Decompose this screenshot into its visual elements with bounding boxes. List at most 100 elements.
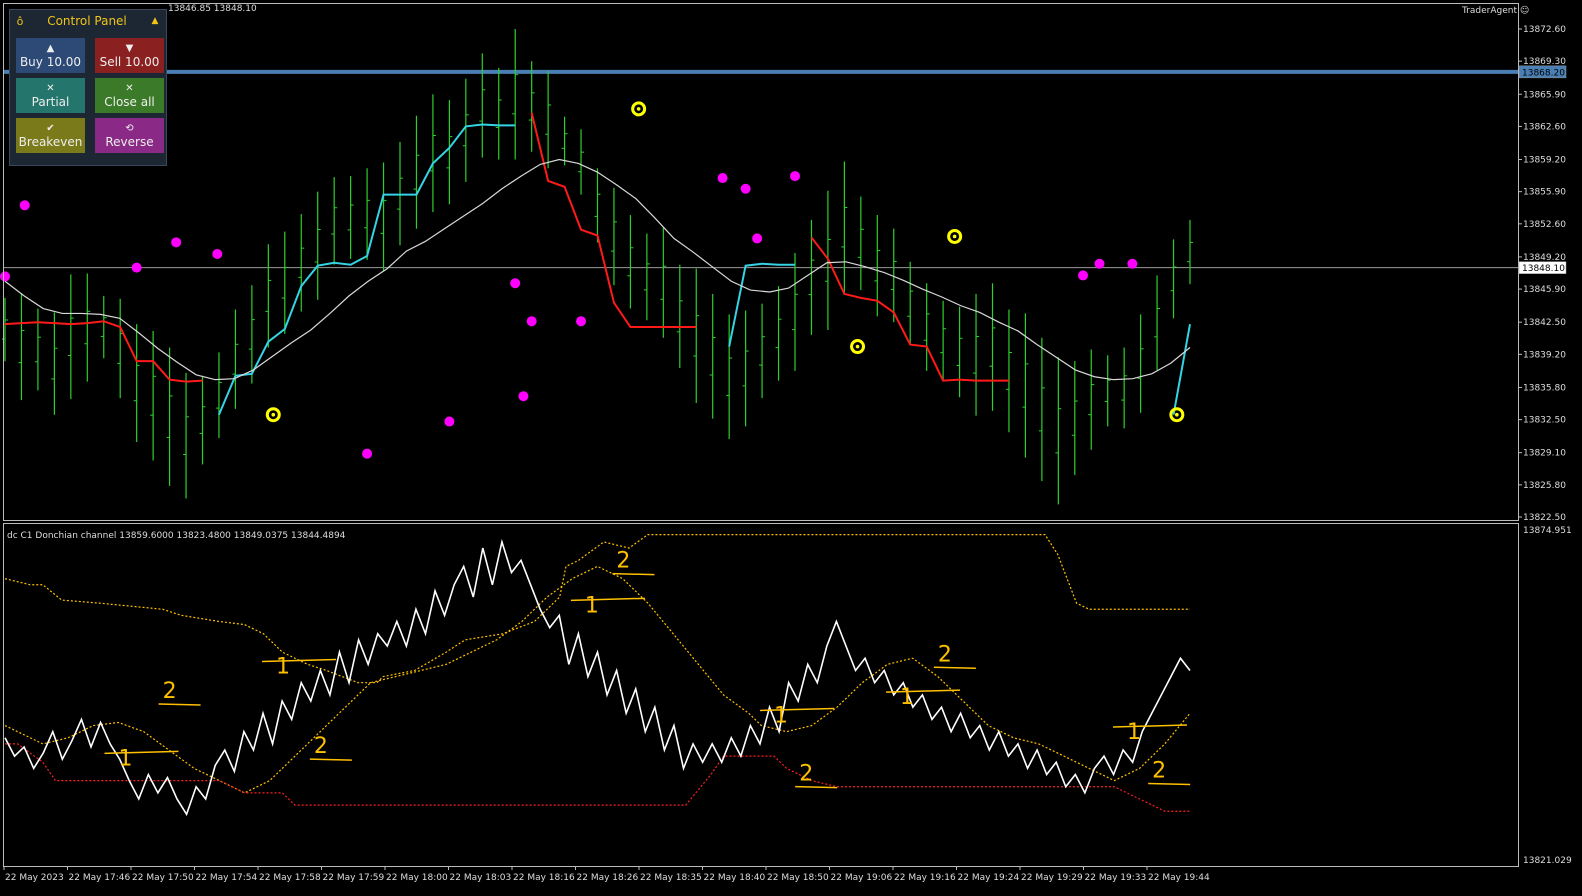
price-bar bbox=[429, 94, 436, 213]
signal-dot bbox=[19, 200, 30, 211]
signal-ring bbox=[850, 339, 866, 355]
price-bar bbox=[331, 177, 338, 265]
ring-outer bbox=[850, 339, 866, 355]
supertrend-up-line bbox=[218, 123, 1191, 416]
signal-dot bbox=[1094, 258, 1105, 269]
price-bar bbox=[874, 215, 881, 317]
price-bar bbox=[775, 286, 782, 381]
price-bar bbox=[34, 308, 41, 391]
price-box bbox=[1518, 65, 1567, 79]
annotation-stroke bbox=[570, 597, 645, 602]
price-bar bbox=[726, 314, 733, 440]
ring-center bbox=[855, 344, 860, 349]
price-bar bbox=[545, 70, 552, 169]
annotation-number: 1 bbox=[774, 703, 788, 728]
price-bar bbox=[281, 231, 288, 334]
signal-dot bbox=[444, 416, 455, 427]
price-bar bbox=[1005, 309, 1012, 433]
signal-ring bbox=[1169, 407, 1185, 423]
control-panel-header[interactable]: ô Control Panel ▲ bbox=[10, 10, 166, 32]
y-tick-label: 13845.90 bbox=[1523, 285, 1566, 295]
annotation-stroke bbox=[795, 785, 838, 789]
price-bar bbox=[1154, 275, 1161, 370]
y-tick-label: 13849.20 bbox=[1523, 253, 1566, 263]
y-tick-label: 13852.60 bbox=[1523, 220, 1566, 230]
annotation-stroke bbox=[158, 703, 201, 706]
annotation-number: 2 bbox=[314, 734, 328, 759]
ring-center bbox=[952, 234, 957, 239]
x-tick-label: 22 May 19:44 bbox=[1148, 873, 1210, 883]
price-bar bbox=[676, 264, 683, 368]
signal-dot bbox=[752, 233, 763, 244]
price-bar bbox=[1055, 357, 1062, 505]
ring-center bbox=[636, 107, 641, 111]
annotation-mark: 2 bbox=[1148, 759, 1191, 786]
annotation-number: 2 bbox=[616, 549, 630, 574]
main-price-chart[interactable] bbox=[0, 29, 1519, 505]
y-tick-label: 13862.60 bbox=[1523, 122, 1566, 132]
dc-indicator-label: dc C1 Donchian channel 13859.6000 13823.… bbox=[7, 531, 346, 541]
price-bar bbox=[166, 347, 173, 486]
price-bar bbox=[643, 233, 650, 321]
x-tick-label: 22 May 17:59 bbox=[323, 873, 385, 883]
annotation-mark: 2 bbox=[158, 679, 201, 706]
annotation-stroke bbox=[104, 750, 179, 755]
price-bar bbox=[1104, 355, 1111, 427]
dc-y-tick-label: 13874.951 bbox=[1523, 526, 1572, 536]
control-panel: ô Control Panel ▲ ▲ Buy 10.00 ▼ Sell 10.… bbox=[9, 9, 167, 166]
annotation-number: 2 bbox=[938, 642, 952, 667]
ring-center bbox=[1175, 412, 1179, 417]
symbol-info: 13846.85 13848.10 bbox=[168, 4, 257, 14]
close-x-icon: ✕ bbox=[125, 82, 134, 94]
price-bar bbox=[133, 324, 140, 442]
price-bar bbox=[51, 312, 58, 415]
signal-ring bbox=[265, 407, 281, 423]
supertrend-down-line bbox=[4, 112, 1009, 383]
signal-dot bbox=[510, 278, 521, 289]
price-bar bbox=[759, 303, 766, 399]
signal-ring bbox=[631, 101, 647, 117]
price-bar bbox=[347, 176, 354, 259]
ring-outer bbox=[1169, 407, 1185, 423]
breakeven-button[interactable]: ✔ Breakeven bbox=[16, 118, 85, 153]
sell-button[interactable]: ▼ Sell 10.00 bbox=[95, 38, 164, 73]
price-bar bbox=[512, 29, 519, 160]
close-all-button[interactable]: ✕ Close all bbox=[95, 78, 164, 113]
x-tick-label: 22 May 19:24 bbox=[958, 873, 1020, 883]
price-bar bbox=[67, 274, 74, 400]
price-bar bbox=[265, 244, 272, 348]
price-bar bbox=[709, 293, 716, 419]
price-bar bbox=[84, 273, 91, 382]
annotation-mark: 2 bbox=[309, 734, 352, 761]
signal-dot bbox=[717, 173, 728, 184]
x-tick-label: 22 May 19:06 bbox=[831, 873, 893, 883]
signal-dot bbox=[0, 271, 10, 282]
partial-button[interactable]: ✕ Partial bbox=[16, 78, 85, 113]
buy-button[interactable]: ▲ Buy 10.00 bbox=[16, 38, 85, 73]
annotation-mark: 2 bbox=[933, 642, 976, 670]
x-tick-label: 22 May 18:50 bbox=[767, 873, 829, 883]
reverse-icon: ⟲ bbox=[125, 122, 134, 134]
price-bar bbox=[1038, 337, 1045, 481]
x-tick-label: 22 May 18:26 bbox=[577, 873, 639, 883]
x-tick-label: 22 May 17:50 bbox=[132, 873, 194, 883]
price-bar bbox=[940, 300, 947, 381]
x-tick-label: 22 May 17:58 bbox=[259, 873, 321, 883]
price-bar bbox=[693, 268, 700, 404]
annotation-mark: 1 bbox=[1112, 720, 1187, 745]
signal-dot bbox=[131, 262, 142, 273]
reverse-button[interactable]: ⟲ Reverse bbox=[95, 118, 164, 153]
x-tick-label: 22 May 2023 bbox=[5, 873, 64, 883]
x-tick-label: 22 May 19:16 bbox=[894, 873, 956, 883]
signal-dot bbox=[1078, 270, 1089, 281]
annotation-mark: 1 bbox=[570, 593, 645, 618]
control-panel-title: Control Panel bbox=[47, 14, 127, 28]
sell-button-label: Sell 10.00 bbox=[99, 54, 160, 69]
brand-text: TraderAgent bbox=[1462, 6, 1517, 16]
collapse-arrow-icon[interactable]: ▲ bbox=[151, 16, 159, 26]
ring-outer bbox=[631, 101, 647, 117]
annotation-number: 1 bbox=[585, 593, 599, 618]
signal-dot bbox=[740, 183, 751, 194]
price-bar bbox=[1071, 361, 1078, 476]
